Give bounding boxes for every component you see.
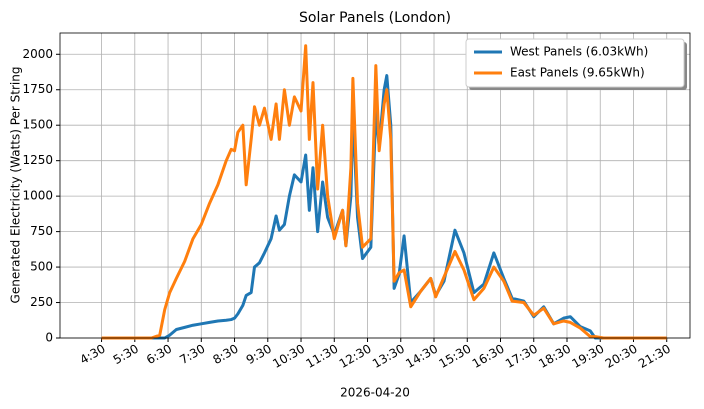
line-series bbox=[101, 44, 667, 340]
x-tick-label: 11:30 bbox=[304, 342, 341, 371]
chart-title: Solar Panels (London) bbox=[299, 10, 451, 26]
x-tick-label: 17:30 bbox=[503, 342, 540, 371]
y-tick-label: 1250 bbox=[22, 153, 53, 167]
x-tick-label: 19:30 bbox=[570, 342, 607, 371]
x-tick-label: 13:30 bbox=[370, 342, 407, 371]
legend-label: West Panels (6.03kWh) bbox=[510, 45, 648, 59]
x-tick-label: 16:30 bbox=[470, 342, 507, 371]
y-tick-label: 500 bbox=[30, 260, 53, 274]
x-tick-label: 15:30 bbox=[437, 342, 474, 371]
y-tick-label: 250 bbox=[30, 295, 53, 309]
legend bbox=[465, 38, 685, 88]
x-tick-label: 7:30 bbox=[177, 342, 207, 368]
x-tick-label: 10:30 bbox=[270, 342, 307, 371]
x-tick-label: 6:30 bbox=[144, 342, 174, 368]
x-tick-label: 14:30 bbox=[403, 342, 440, 371]
y-tick-label: 1500 bbox=[22, 118, 53, 132]
y-tick-label: 2000 bbox=[22, 47, 53, 61]
y-axis-label: Generated Electricity (Watts) Per String bbox=[9, 67, 23, 304]
x-axis-label: 2026-04-20 bbox=[340, 386, 410, 400]
x-tick-label: 9:30 bbox=[244, 342, 274, 368]
x-tick-label: 21:30 bbox=[636, 342, 673, 371]
x-tick-label: 12:30 bbox=[337, 342, 374, 371]
legend-label: East Panels (9.65kWh) bbox=[510, 66, 645, 80]
x-tick-label: 18:30 bbox=[536, 342, 573, 371]
x-tick-label: 4:30 bbox=[77, 342, 107, 368]
y-tick-label: 0 bbox=[45, 331, 53, 345]
y-tick-label: 1750 bbox=[22, 82, 53, 96]
y-tick-label: 750 bbox=[30, 224, 53, 238]
plot-frame bbox=[59, 32, 691, 339]
x-tick-label: 5:30 bbox=[111, 342, 141, 368]
x-tick-label: 20:30 bbox=[603, 342, 640, 371]
y-tick-label: 1000 bbox=[22, 189, 53, 203]
x-tick-label: 8:30 bbox=[210, 342, 240, 368]
